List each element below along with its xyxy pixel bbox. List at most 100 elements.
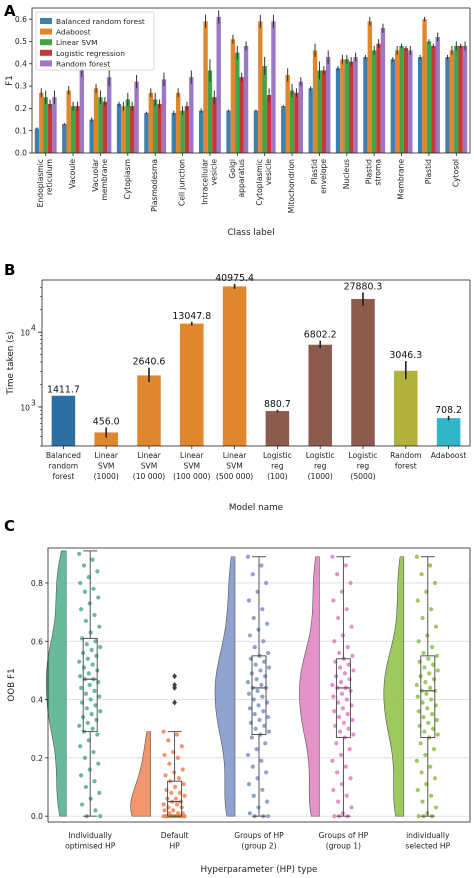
- data-point-individually-selected-hp: [431, 747, 437, 752]
- x-tick-label-balanced-random-forest: forest: [52, 472, 74, 481]
- data-point-individually-optimised-hp: [89, 647, 94, 653]
- bar-random-forest-cytoplasm: [134, 81, 139, 153]
- data-point-default-hp: [175, 755, 181, 760]
- data-point-groups-of-hp-group-2: [265, 621, 270, 626]
- legend-label-logistic-regression: Logistic regression: [56, 49, 125, 58]
- data-point-groups-of-hp-group-1: [345, 712, 350, 717]
- violin-groups-of-hp-group-1: [299, 556, 320, 817]
- box-default-hp: [167, 780, 183, 817]
- data-point-individually-selected-hp: [422, 729, 427, 734]
- bar-balanced-random-forest-cytosol: [445, 57, 450, 153]
- x-tick-label-line: vesicle: [209, 159, 218, 186]
- x-tick-label-balanced-random-forest: Balanced: [46, 451, 81, 460]
- y-tick-label: 0.6: [15, 15, 27, 24]
- x-tick-label-groups-of-hp-group-1: Groups of HP: [319, 831, 369, 840]
- y-tick-label: 0.1: [15, 126, 27, 135]
- bar-random-forest-plastid: [435, 37, 440, 153]
- outlier-default-hp: [172, 699, 177, 706]
- bar-adaboost: [436, 418, 461, 446]
- data-point-individually-optimised-hp: [90, 726, 95, 731]
- bar-linear-svm-plastid-envelope: [317, 70, 322, 153]
- data-point-individually-optimised-hp: [77, 659, 82, 664]
- value-label-adaboost: 708.2: [435, 405, 462, 416]
- data-point-groups-of-hp-group-1: [350, 653, 355, 658]
- y-tick-label-exponent: 3: [31, 398, 36, 407]
- bar-logistic-regression-membrane: [403, 48, 409, 153]
- data-point-default-hp: [161, 802, 166, 807]
- bar-balanced-random-forest-intracellular-vesicle: [198, 110, 204, 153]
- data-point-individually-optimised-hp: [93, 703, 98, 708]
- bar-random-forest-vacoule: [79, 70, 85, 153]
- data-point-individually-selected-hp: [425, 633, 430, 638]
- data-point-individually-optimised-hp: [89, 712, 94, 717]
- x-tick-label-membrane: Membrane: [397, 159, 406, 200]
- data-point-groups-of-hp-group-1: [330, 554, 335, 559]
- data-point-individually-selected-hp: [415, 694, 420, 699]
- legend-swatch-random-forest: [40, 60, 52, 67]
- data-point-groups-of-hp-group-1: [347, 747, 352, 752]
- data-point-default-hp: [181, 782, 186, 787]
- x-tick-label-line: Plasmodesma: [150, 159, 159, 212]
- data-point-individually-selected-hp: [430, 662, 436, 667]
- data-point-individually-selected-hp: [423, 752, 428, 758]
- bar-balanced-random-forest-vacoule: [62, 124, 67, 153]
- data-point-individually-optimised-hp: [77, 551, 82, 556]
- data-point-individually-selected-hp: [428, 764, 433, 769]
- bar-random-forest-golgi-apparatus: [243, 45, 249, 153]
- data-point-individually-optimised-hp: [83, 691, 88, 696]
- data-point-individually-selected-hp: [419, 572, 424, 577]
- x-tick-label-cytosol: Cytosol: [451, 159, 460, 187]
- data-point-groups-of-hp-group-1: [340, 811, 346, 816]
- x-tick-label-default-hp: HP: [169, 842, 180, 851]
- y-tick-label: 0.4: [15, 59, 27, 68]
- box-groups-of-hp-group-2: [251, 655, 267, 736]
- data-point-groups-of-hp-group-1: [330, 758, 335, 763]
- data-point-groups-of-hp-group-1: [331, 694, 336, 699]
- data-point-groups-of-hp-group-1: [332, 709, 337, 714]
- data-point-groups-of-hp-group-2: [251, 615, 256, 621]
- bar-balanced-random-forest-plastid-stroma: [363, 57, 368, 153]
- data-point-individually-selected-hp: [419, 770, 424, 775]
- bar-linear-svm-cytosol: [454, 45, 459, 153]
- x-tick-label-line: Endoplasmic: [36, 159, 45, 207]
- data-point-individually-optimised-hp: [81, 563, 87, 568]
- data-point-individually-optimised-hp: [86, 671, 91, 676]
- x-tick-label-linear-svm-100-000: (100 000): [173, 472, 210, 481]
- data-point-groups-of-hp-group-1: [330, 682, 335, 688]
- data-point-groups-of-hp-group-1: [341, 720, 346, 725]
- data-point-individually-optimised-hp: [98, 814, 103, 819]
- data-point-individually-optimised-hp: [94, 717, 99, 723]
- bar-balanced-random-forest-cell-junction: [171, 112, 176, 153]
- x-tick-label-logistic-reg-100: (100): [267, 472, 287, 481]
- data-point-individually-optimised-hp: [82, 755, 88, 760]
- x-tick-label-line: Plastid: [424, 159, 433, 184]
- plot-frame: [47, 547, 471, 823]
- data-point-groups-of-hp-group-1: [331, 787, 336, 793]
- value-label-logistic-reg-100: 880.7: [264, 399, 291, 410]
- bar-logistic-regression-golgi-apparatus: [239, 77, 244, 153]
- data-point-groups-of-hp-group-1: [343, 563, 348, 568]
- data-point-groups-of-hp-group-1: [337, 729, 343, 734]
- data-point-default-hp: [161, 814, 166, 819]
- x-tick-label-groups-of-hp-group-2: Groups of HP: [234, 831, 284, 840]
- data-point-individually-optimised-hp: [83, 618, 88, 623]
- bar-logistic-regression-plastid-stroma: [376, 43, 381, 153]
- x-tick-label-cell-junction: Cell junction: [178, 159, 187, 206]
- data-point-groups-of-hp-group-2: [260, 787, 265, 793]
- data-point-individually-optimised-hp: [98, 709, 103, 714]
- data-point-individually-selected-hp: [429, 793, 434, 798]
- bar-adaboost-plasmodesma: [148, 92, 153, 153]
- panel-a-grouped-bar-chart: 0.0 0.1 0.2 0.3 0.4 0.5 0.6 F1 Endoplasmicreticu…: [5, 7, 471, 238]
- data-point-groups-of-hp-group-2: [254, 677, 259, 682]
- data-point-groups-of-hp-group-2: [250, 572, 255, 577]
- y-axis-label: Time taken (s): [6, 331, 16, 395]
- data-point-individually-selected-hp: [416, 709, 421, 714]
- panel-c-raincloud-plot: Individually optimised HP Default HP Groups …: [7, 547, 471, 875]
- x-tick-label-line: Cytosol: [451, 159, 460, 187]
- data-point-groups-of-hp-group-2: [260, 694, 265, 699]
- bar-adaboost-cytosol: [449, 50, 455, 153]
- x-tick-label-line: Nucleus: [342, 159, 351, 189]
- x-tick-label-mitochondrion: Mitochondrion: [287, 159, 296, 213]
- x-tick-label-line: Plastid: [365, 159, 374, 184]
- value-label-logistic-reg-1000: 6802.2: [304, 330, 337, 341]
